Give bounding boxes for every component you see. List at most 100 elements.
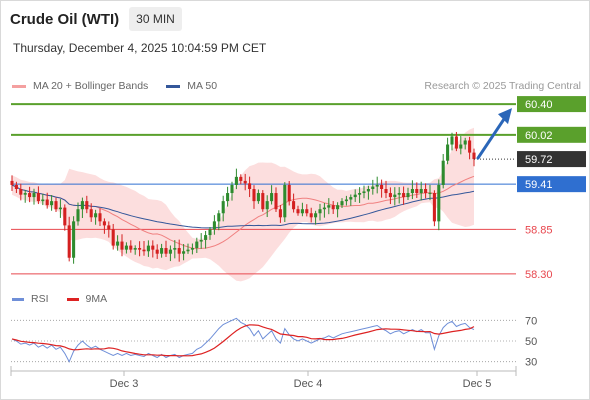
candle-body bbox=[120, 241, 124, 250]
candle-body bbox=[80, 201, 84, 210]
candle-body bbox=[322, 207, 326, 210]
candle-body bbox=[415, 189, 419, 194]
candle bbox=[375, 176, 379, 194]
candle-body bbox=[28, 193, 32, 198]
candle-body bbox=[129, 245, 133, 250]
candle bbox=[151, 240, 155, 258]
candle bbox=[393, 187, 397, 206]
candle-body bbox=[314, 213, 318, 218]
candle bbox=[186, 243, 190, 254]
candle-body bbox=[76, 209, 80, 222]
candle-body bbox=[318, 209, 322, 214]
candle bbox=[67, 216, 71, 262]
level-label-58.85: 58.85 bbox=[525, 224, 553, 236]
candle bbox=[305, 204, 309, 217]
candle-body bbox=[432, 193, 436, 222]
candle bbox=[10, 175, 14, 192]
candle-body bbox=[217, 213, 221, 222]
candle-body bbox=[340, 201, 344, 206]
candle bbox=[468, 136, 472, 160]
candles bbox=[10, 131, 476, 264]
legend-9ma-label: 9MA bbox=[85, 293, 108, 305]
candle bbox=[415, 182, 419, 199]
candle-body bbox=[468, 140, 472, 153]
legend-ma20-swatch bbox=[12, 84, 26, 88]
timeframe-badge[interactable]: 30 MIN bbox=[129, 7, 182, 31]
rsi-legend: RSI 9MA bbox=[12, 293, 125, 305]
candle bbox=[410, 180, 414, 200]
candle-body bbox=[204, 235, 208, 240]
ma50-line bbox=[11, 184, 475, 229]
candle-body bbox=[124, 245, 128, 250]
candle bbox=[54, 197, 58, 212]
candle-body bbox=[212, 221, 216, 230]
candle bbox=[450, 132, 454, 151]
candle-body bbox=[10, 180, 14, 185]
time-tick-label: Dec 4 bbox=[294, 378, 323, 390]
candle-body bbox=[419, 189, 423, 194]
candle bbox=[239, 174, 243, 185]
candle bbox=[221, 195, 225, 222]
candle-body bbox=[116, 241, 120, 246]
candle-body bbox=[428, 193, 432, 195]
candle bbox=[296, 205, 300, 216]
candle-body bbox=[309, 213, 313, 218]
bollinger-band bbox=[12, 127, 474, 282]
candle bbox=[366, 185, 370, 200]
candle bbox=[50, 195, 54, 211]
candle-body bbox=[19, 189, 23, 195]
candle bbox=[63, 204, 67, 231]
candle bbox=[371, 179, 375, 195]
candle bbox=[32, 188, 36, 205]
candle bbox=[190, 243, 194, 255]
candle-body bbox=[234, 176, 238, 185]
candle-body bbox=[446, 144, 450, 161]
candle bbox=[23, 190, 27, 203]
candle-body bbox=[331, 205, 335, 210]
level-tag-60.02 bbox=[517, 126, 586, 143]
candle bbox=[98, 208, 102, 227]
candle bbox=[441, 154, 445, 189]
candle bbox=[124, 242, 128, 254]
candle-body bbox=[450, 136, 454, 145]
candle bbox=[292, 193, 296, 213]
candle bbox=[129, 240, 133, 253]
bollinger-band-area bbox=[12, 127, 474, 282]
candle-body bbox=[327, 205, 331, 208]
candle-body bbox=[98, 213, 102, 222]
candle bbox=[340, 198, 344, 209]
candle-body bbox=[358, 193, 362, 195]
candle-body bbox=[256, 193, 260, 202]
candle bbox=[212, 215, 216, 235]
candle-body bbox=[353, 194, 357, 198]
candle bbox=[199, 233, 203, 249]
candle-body bbox=[336, 205, 340, 210]
candle bbox=[58, 199, 62, 218]
candle bbox=[102, 218, 106, 234]
candle-body bbox=[142, 249, 146, 252]
candle-body bbox=[168, 249, 172, 254]
candle bbox=[358, 187, 362, 203]
candle bbox=[362, 185, 366, 199]
candle bbox=[388, 187, 392, 205]
candle bbox=[322, 202, 326, 218]
candle bbox=[256, 189, 260, 204]
legend-ma50-label: MA 50 bbox=[187, 80, 218, 92]
candle bbox=[318, 203, 322, 221]
candle bbox=[437, 179, 441, 231]
rsi-tick-70: 70 bbox=[525, 315, 537, 327]
candle bbox=[28, 186, 32, 203]
candle-body bbox=[397, 193, 401, 195]
candle bbox=[182, 244, 186, 261]
candle-body bbox=[410, 189, 414, 194]
candle bbox=[270, 185, 274, 205]
candle bbox=[331, 201, 335, 214]
candle-body bbox=[384, 189, 388, 194]
candle-body bbox=[67, 225, 71, 258]
level-label-60.40: 60.40 bbox=[525, 99, 553, 111]
candle-body bbox=[472, 152, 476, 160]
rsi-line bbox=[11, 317, 475, 363]
candle bbox=[230, 181, 234, 201]
candle bbox=[45, 192, 49, 209]
candle bbox=[168, 245, 172, 262]
